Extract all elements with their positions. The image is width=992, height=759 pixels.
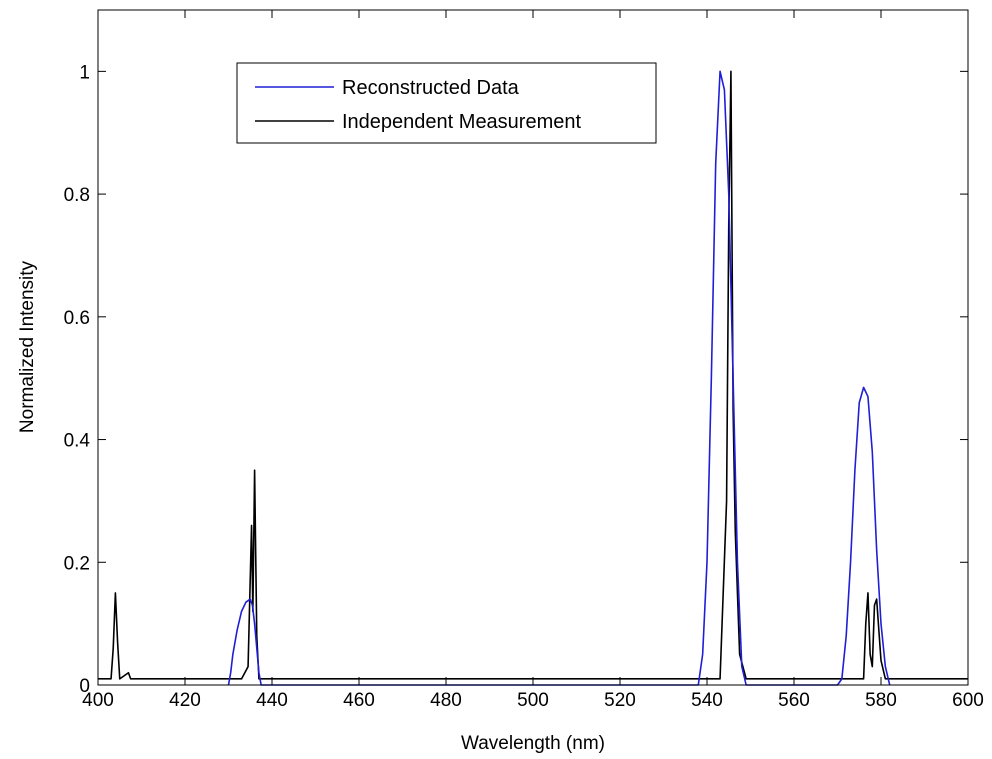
x-tick-label: 500 bbox=[517, 690, 549, 711]
x-tick-label: 440 bbox=[256, 690, 288, 711]
tick-layer: 400 420 440 460 480 500 520 540 560 580 600 0 0.2 0.4… bbox=[64, 10, 984, 711]
x-tick-label: 580 bbox=[865, 690, 897, 711]
x-axis-label: Wavelength (nm) bbox=[461, 733, 605, 754]
legend-label-independent: Independent Measurement bbox=[342, 111, 581, 133]
x-tick-label: 560 bbox=[778, 690, 810, 711]
y-tick-label: 0.8 bbox=[64, 185, 90, 206]
series-line-reconstructed bbox=[227, 70, 891, 686]
x-tick-label: 480 bbox=[430, 690, 462, 711]
x-tick-label: 540 bbox=[691, 690, 723, 711]
y-tick-label: 0.4 bbox=[64, 431, 91, 452]
x-tick-label: 600 bbox=[952, 690, 984, 711]
legend: Reconstructed Data Independent Measureme… bbox=[236, 62, 657, 144]
x-tick-label: 520 bbox=[604, 690, 636, 711]
y-tick-label: 0.6 bbox=[64, 308, 90, 329]
series-layer bbox=[98, 70, 968, 686]
x-tick-label: 400 bbox=[82, 690, 114, 711]
legend-box bbox=[236, 62, 657, 144]
y-tick-label: 0 bbox=[79, 676, 90, 697]
x-tick-label: 420 bbox=[169, 690, 201, 711]
y-tick-label: 1 bbox=[79, 62, 90, 83]
y-tick-label: 0.2 bbox=[64, 553, 90, 574]
x-tick-label: 460 bbox=[343, 690, 375, 711]
legend-label-reconstructed: Reconstructed Data bbox=[342, 77, 520, 99]
axes-frame bbox=[97, 9, 969, 686]
y-axis-label: Normalized Intensity bbox=[17, 260, 38, 433]
series-line-independent bbox=[98, 70, 968, 680]
